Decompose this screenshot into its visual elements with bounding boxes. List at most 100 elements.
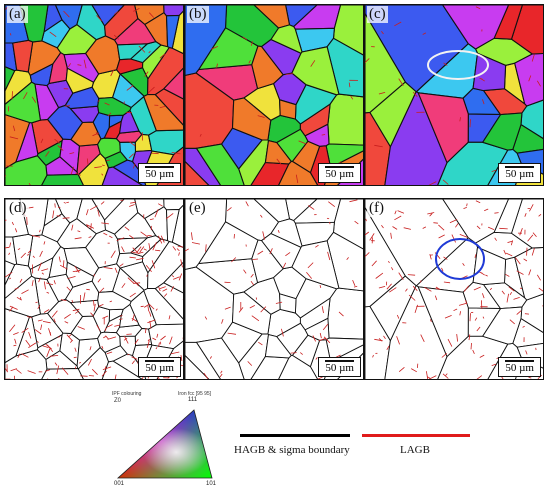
lagb-segment — [470, 342, 472, 350]
lagb-segment — [110, 69, 114, 77]
lagb-segment — [252, 258, 259, 260]
lagb-segment — [509, 319, 515, 325]
lagb-segment — [318, 337, 327, 342]
lagb-segment — [57, 145, 64, 151]
lagb-segment — [422, 32, 427, 35]
lagb-segment — [381, 225, 384, 229]
lagb-segment — [129, 234, 135, 239]
lagb-segment — [173, 276, 180, 280]
grain — [442, 5, 510, 50]
lagb-segment — [101, 173, 104, 176]
lagb-segment — [169, 336, 173, 345]
lagb-segment — [14, 338, 17, 344]
lagb-segment — [17, 353, 21, 358]
lagb-segment — [459, 311, 461, 316]
lagb-segment — [469, 119, 471, 128]
lagb-segment — [365, 231, 370, 236]
lagb-segment — [231, 257, 237, 263]
grain — [481, 112, 523, 151]
ipf-triangle-key — [116, 409, 213, 479]
lagb-segment — [61, 367, 69, 375]
lagb-segment — [137, 358, 139, 364]
lagb-segment — [148, 243, 151, 251]
lagb-segment — [482, 293, 485, 299]
lagb-segment — [119, 315, 123, 317]
lagb-segment — [159, 286, 166, 289]
lagb-segment — [144, 71, 149, 77]
lagb-segment — [444, 315, 452, 319]
lagb-segment — [435, 288, 439, 290]
lagb-segment — [205, 244, 207, 252]
grain — [165, 14, 180, 49]
lagb-segment — [87, 224, 94, 229]
lagb-segment — [489, 287, 493, 291]
lagb-segment — [352, 279, 356, 286]
boundary-map-e: (e) 50 µm — [184, 198, 364, 380]
lagb-segment — [170, 286, 174, 292]
lagb-segment — [447, 338, 453, 347]
lagb-segment — [523, 258, 528, 262]
lagb-segment — [109, 235, 113, 239]
lagb-segment — [58, 256, 61, 263]
lagb-segment — [403, 227, 411, 230]
lagb-segment — [105, 335, 109, 340]
lagb-segment — [456, 334, 458, 342]
lagb-segment — [148, 303, 155, 310]
lagb-segment — [468, 334, 471, 341]
lagb-segment — [250, 273, 254, 278]
lagb-segment — [147, 338, 151, 342]
grain — [291, 240, 340, 290]
lagb-segment — [443, 62, 448, 66]
lagb-segment — [405, 288, 408, 292]
lagb-segment — [496, 357, 499, 359]
lagb-segment — [46, 344, 54, 352]
grain — [163, 261, 183, 294]
lagb-segment — [145, 328, 147, 334]
grain — [185, 354, 210, 379]
scale-bar-b-text: 50 µm — [325, 168, 354, 180]
lagb-segment — [306, 272, 313, 279]
lagb-segment — [257, 115, 265, 118]
lagb-segment — [10, 368, 18, 372]
lagb-segment — [101, 370, 107, 377]
lagb-segment — [59, 264, 68, 270]
lagb-segment — [89, 346, 92, 351]
lagb-segment — [106, 159, 111, 162]
lagb-segment — [191, 232, 193, 240]
lagb-segment — [290, 352, 297, 354]
panel-label-e: (e) — [187, 200, 208, 217]
lagb-segment — [37, 304, 41, 310]
lagb-segment — [453, 308, 458, 312]
lagb-segment — [71, 224, 74, 231]
grain — [119, 335, 136, 357]
lagb-segment — [346, 257, 349, 261]
lagb-segment — [191, 242, 200, 245]
lagb-segment — [148, 50, 151, 54]
lagb-segment — [154, 249, 161, 252]
lagb-segment — [443, 256, 448, 260]
boundary-map-f-image — [365, 199, 543, 379]
lagb-segment — [524, 213, 527, 217]
lagb-segment — [66, 201, 70, 204]
lagb-segment — [159, 105, 166, 109]
lagb-segment — [37, 319, 43, 322]
scale-bar-e: 50 µm — [318, 357, 361, 377]
lagb-segment — [91, 368, 98, 375]
lagb-segment — [528, 269, 532, 276]
lagb-segment — [412, 285, 418, 291]
lagb-segment — [429, 213, 433, 217]
lagb-segment — [114, 324, 120, 327]
grain — [472, 52, 507, 92]
lagb-segment — [43, 241, 46, 245]
lagb-segment — [67, 276, 76, 279]
grain — [442, 199, 509, 244]
lagb-segment — [37, 262, 42, 271]
scale-bar-b: 50 µm — [318, 163, 361, 183]
grain — [63, 52, 100, 84]
lagb-segment — [132, 314, 135, 321]
lagb-segment — [168, 315, 171, 320]
lagb-segment — [420, 280, 422, 283]
lagb-segment — [102, 366, 112, 370]
lagb-segment — [35, 301, 38, 304]
lagb-segment — [387, 260, 390, 264]
